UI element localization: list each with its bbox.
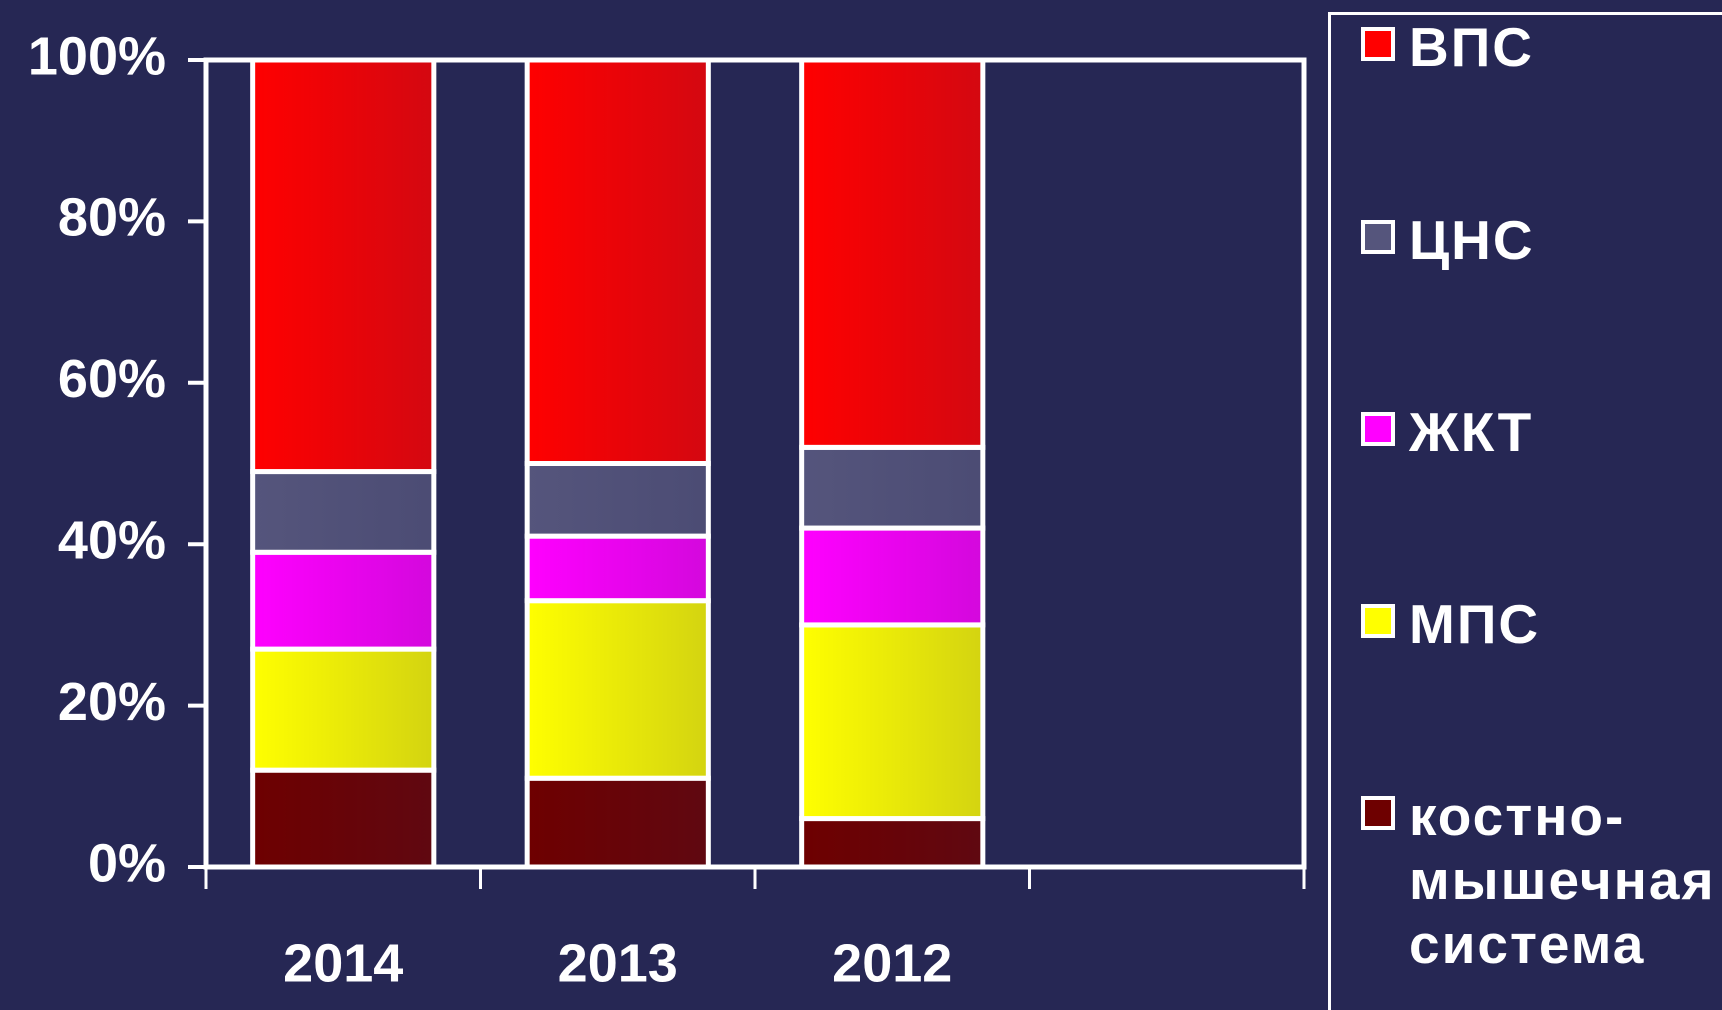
bar-segment [524, 598, 711, 781]
y-tick-label: 100% [28, 26, 166, 86]
legend-item: ВПС [1361, 15, 1709, 79]
bar-segment [250, 57, 437, 475]
legend: ВПС ЦНС ЖКТ МПС костно-мышечная система [1328, 12, 1722, 1010]
bar-segment [524, 57, 711, 466]
legend-label: МПС [1409, 593, 1541, 655]
y-tick-label: 60% [58, 349, 166, 409]
y-tick-label: 20% [58, 672, 166, 732]
legend-label: ЖКТ [1409, 401, 1534, 463]
y-tick-label: 80% [58, 188, 166, 248]
y-tick-label: 0% [88, 833, 166, 893]
legend-label: ВПС [1409, 16, 1534, 78]
chart: 0% 20% 40% 60% 80% 100% 2014 2013 2012 [28, 26, 1307, 993]
bar-segment [799, 57, 986, 450]
y-tick-label: 40% [58, 510, 166, 570]
legend-swatch [1361, 412, 1395, 446]
bar-segment [250, 469, 437, 555]
bar-segment [799, 525, 986, 628]
x-tick-label: 2012 [832, 933, 952, 993]
legend-swatch [1361, 796, 1395, 830]
legend-item: ЖКТ [1361, 400, 1709, 464]
legend-swatch [1361, 220, 1395, 254]
bar-segment [524, 775, 711, 870]
x-tick-label: 2013 [558, 933, 678, 993]
legend-swatch [1361, 604, 1395, 638]
x-tick-label: 2014 [283, 933, 403, 993]
bar-segment [799, 622, 986, 822]
bar-segment [799, 444, 986, 531]
bar-segment [250, 767, 437, 870]
legend-item: костно-мышечная система [1361, 784, 1716, 976]
bar-segment [250, 646, 437, 773]
legend-label: костно-мышечная система [1409, 785, 1716, 975]
legend-swatch [1361, 27, 1395, 61]
bar-segment [524, 533, 711, 604]
bar-segment [799, 816, 986, 870]
legend-item: МПС [1361, 592, 1709, 656]
bar-segment [524, 461, 711, 539]
bar-segment [250, 549, 437, 652]
legend-label: ЦНС [1409, 209, 1535, 271]
legend-item: ЦНС [1361, 208, 1709, 272]
